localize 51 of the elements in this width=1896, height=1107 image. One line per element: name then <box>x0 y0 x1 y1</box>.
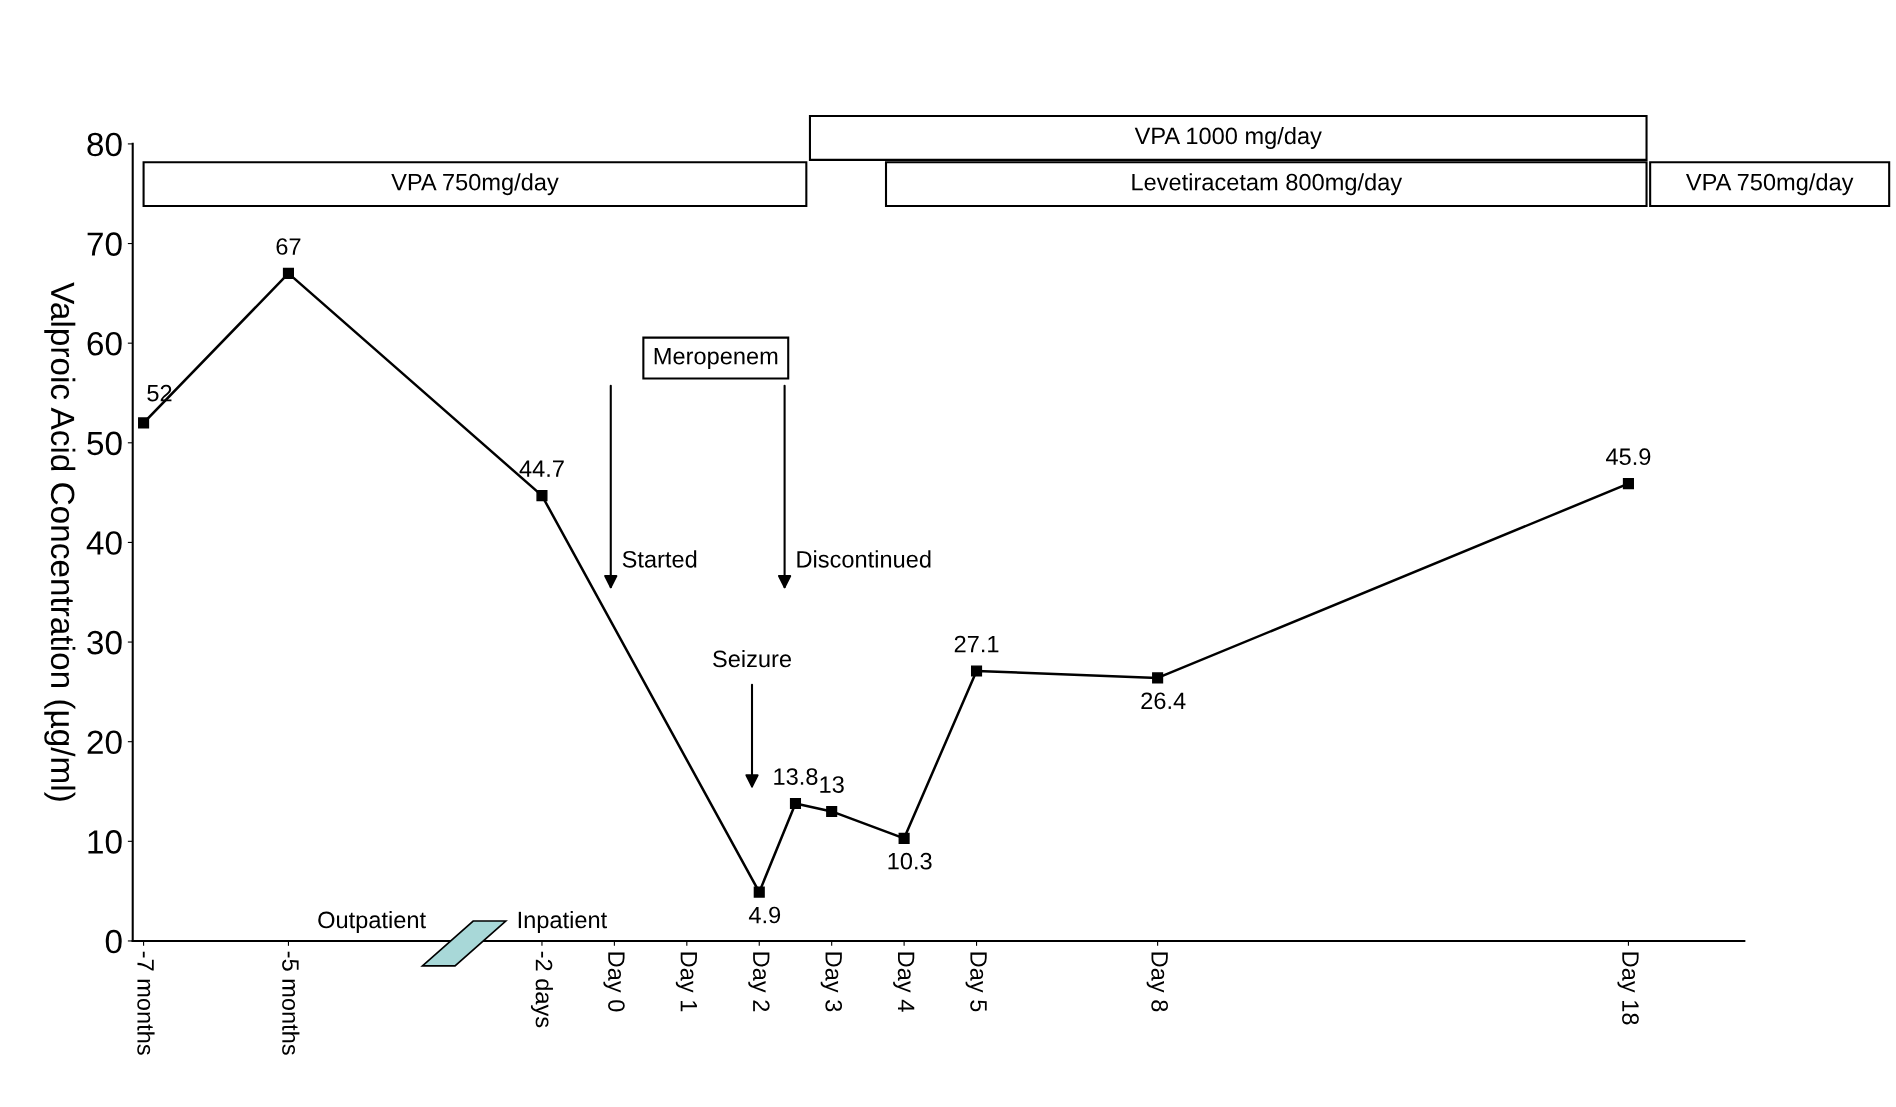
data-label: 52 <box>147 384 172 402</box>
y-tick-label: 0 <box>105 929 122 954</box>
y-tick-label: 30 <box>87 630 122 655</box>
x-tick-label: Day 18 <box>1617 952 1639 1025</box>
point <box>898 832 910 844</box>
x-tick-label: Day 5 <box>965 952 987 1012</box>
point <box>1622 478 1634 490</box>
annotation: Outpatient <box>318 910 426 933</box>
point <box>536 490 548 502</box>
point <box>970 665 983 677</box>
y-axis-title: Valproic Acid Concentration (µg/ml) <box>44 282 76 801</box>
point <box>753 886 765 898</box>
annotation: Levetiracetam 800mg/day <box>1132 173 1403 196</box>
x-tick-label: -7 months <box>137 951 155 1055</box>
point <box>1152 672 1164 684</box>
data-label: 44.7 <box>519 460 564 477</box>
x-tick-label: -5 months <box>282 951 300 1055</box>
y-tick-label: 20 <box>87 730 122 755</box>
y-tick-label: 80 <box>87 132 122 157</box>
y-tick-label: 70 <box>87 232 122 256</box>
annotation: Inpatient <box>518 910 608 933</box>
point <box>789 797 802 810</box>
y-tick-label: 50 <box>87 431 122 456</box>
x-tick-label: Day 4 <box>893 952 915 1012</box>
x-tick-label: -2 days <box>530 951 553 1028</box>
annotation: Discontinued <box>797 550 931 568</box>
data-label: 27.1 <box>954 635 999 653</box>
point <box>282 267 295 279</box>
annotation: VPA 750mg/day <box>391 173 559 196</box>
data-label: 4.9 <box>748 906 781 924</box>
data-label: 26.4 <box>1141 692 1186 710</box>
x-tick-label: Day 1 <box>675 952 697 1012</box>
annotation: VPA 1000 mg/day <box>1134 126 1322 149</box>
y-tick-label: 60 <box>87 331 122 356</box>
x-tick-label: Day 8 <box>1146 952 1169 1012</box>
y-tick-label: 10 <box>88 830 122 854</box>
x-tick-label: Day 3 <box>820 952 843 1012</box>
data-label: 45.9 <box>1606 448 1651 466</box>
x-tick-label: Day 0 <box>603 952 625 1012</box>
data-label: 67 <box>276 238 301 255</box>
x-tick-label: Day 2 <box>748 952 770 1012</box>
annotation: Seizure <box>713 649 791 668</box>
annotation: VPA 750mg/day <box>1685 173 1854 196</box>
point <box>826 805 838 817</box>
data-label: 13.8 <box>774 768 818 785</box>
annotation: Meropenem <box>654 347 778 370</box>
point <box>138 417 150 429</box>
y-tick-label: 40 <box>86 531 122 555</box>
data-label: 10.3 <box>888 852 932 870</box>
annotation: Started <box>622 550 697 568</box>
data-label: 13 <box>820 776 844 793</box>
